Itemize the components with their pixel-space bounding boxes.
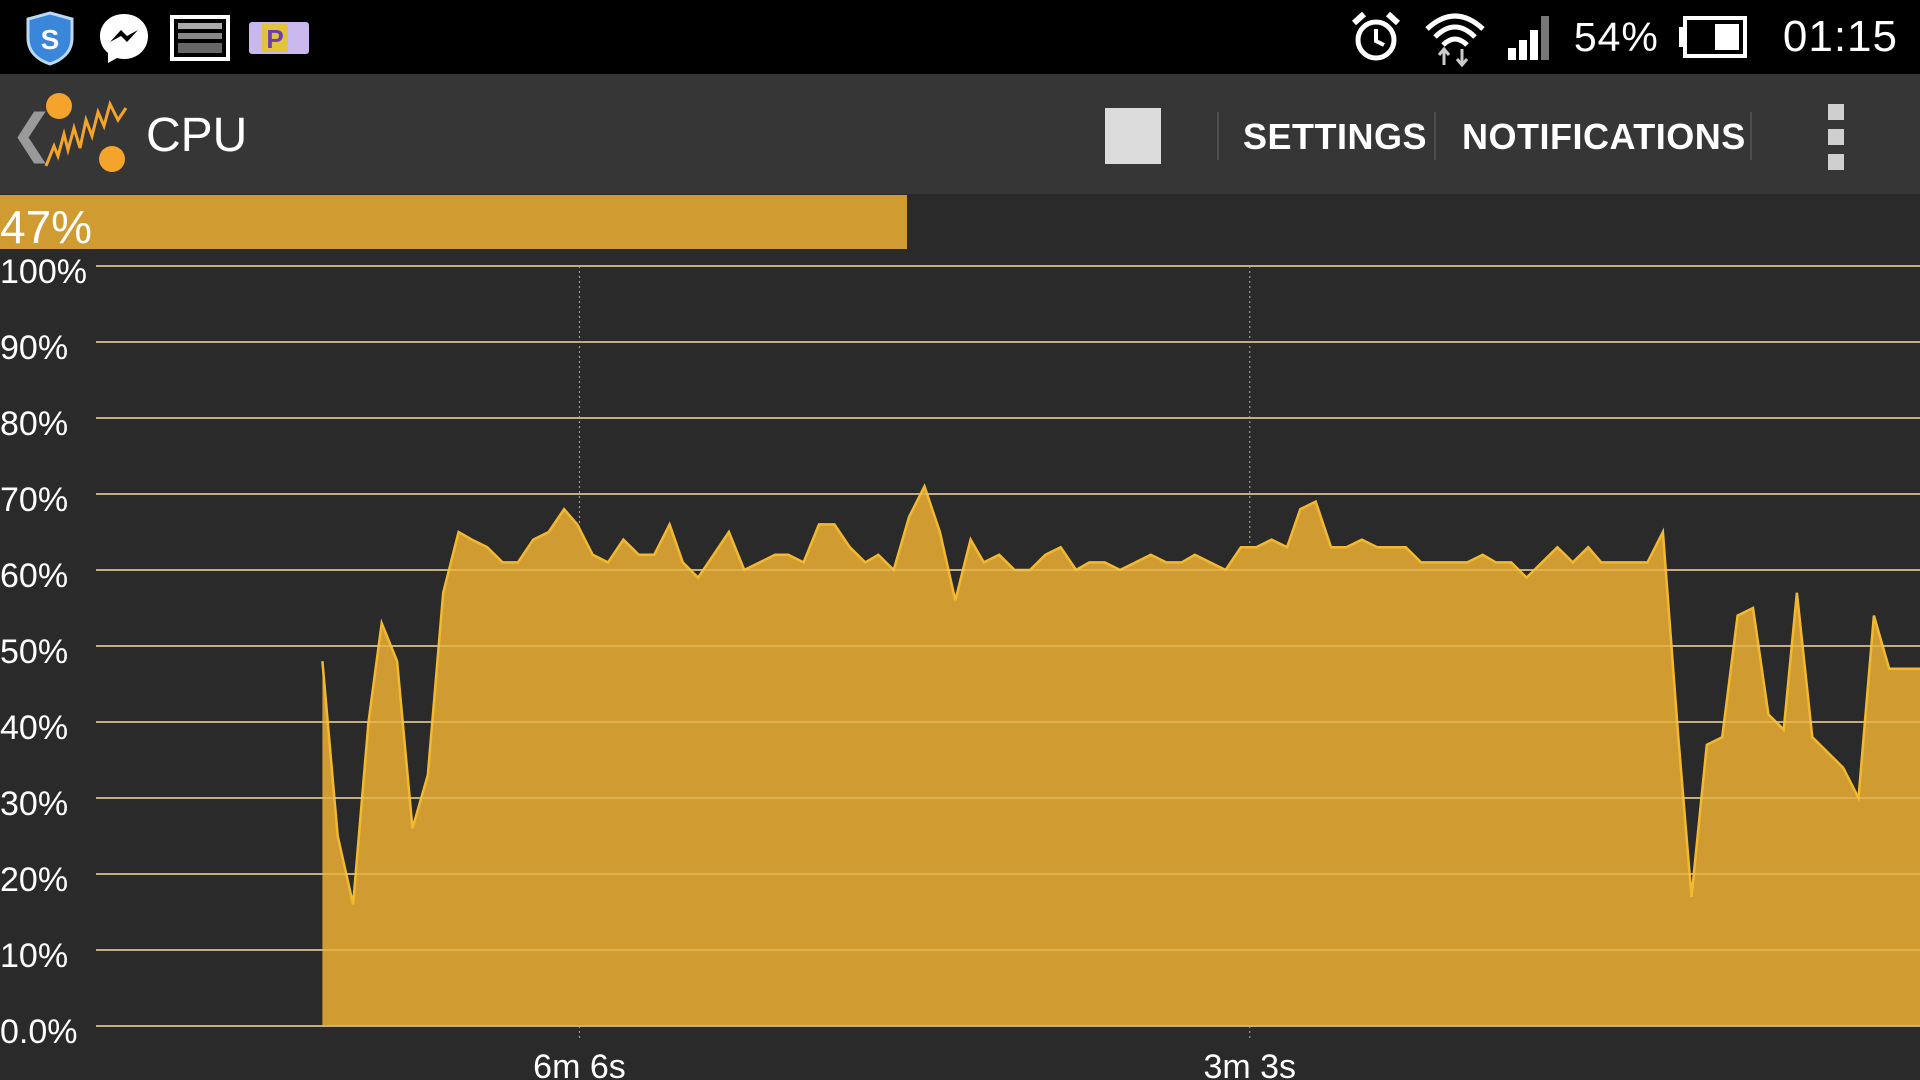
y-tick-label: 50% (0, 633, 68, 671)
alarm-icon (1351, 11, 1400, 61)
cpu-usage-area (322, 486, 1920, 1026)
clock: 01:15 (1782, 12, 1898, 61)
cpu-app-logo-icon[interactable] (40, 90, 130, 180)
wifi-icon (1425, 13, 1485, 67)
y-tick-label: 40% (0, 709, 68, 747)
page-title: CPU (146, 109, 248, 162)
current-usage-label: 47% (0, 201, 93, 253)
current-usage-bar (0, 195, 907, 249)
image-gallery-icon (170, 15, 230, 61)
x-tick-label: 3m 3s (1203, 1048, 1296, 1080)
y-tick-label: 60% (0, 557, 68, 595)
messenger-icon (100, 14, 148, 63)
cpu-history-chart: 0.0% 10% 20% 30% 40% 50% 60% 70% 80% 90% 100% 6m 6… (0, 253, 1920, 1080)
y-tick-label: 20% (0, 861, 68, 899)
svg-text:S: S (41, 24, 60, 55)
x-axis-labels: 6m 6s 3m 3s (533, 1048, 1296, 1080)
battery-percent: 54% (1573, 13, 1659, 60)
y-tick-label: 80% (0, 405, 68, 443)
y-tick-label: 70% (0, 481, 68, 519)
y-axis-labels: 0.0% 10% 20% 30% 40% 50% 60% 70% 80% 90% 100% (0, 253, 87, 1051)
battery-icon (1678, 16, 1747, 58)
settings-button[interactable]: SETTINGS (1243, 116, 1428, 157)
y-tick-label: 0.0% (0, 1013, 78, 1051)
action-bar: ❮ CPU SETTINGS NOTIFICATIONS (0, 74, 1920, 194)
status-bar: S P (0, 0, 1920, 74)
stop-button[interactable] (1105, 108, 1161, 164)
toolbar-divider (1217, 112, 1219, 160)
chart-series (96, 265, 1920, 1027)
toolbar-divider (1750, 112, 1752, 160)
y-tick-label: 90% (0, 329, 68, 367)
x-tick-label: 6m 6s (533, 1048, 626, 1080)
notification-icons: S P (22, 8, 310, 68)
y-tick-label: 30% (0, 785, 68, 823)
back-chevron-icon[interactable]: ❮ (10, 105, 54, 163)
y-tick-label: 100% (0, 253, 87, 291)
y-tick-label: 10% (0, 937, 68, 975)
p-badge-icon: P (249, 22, 309, 54)
cpu-usage-line (321, 483, 1920, 905)
system-indicators: 54% 01:15 (1348, 0, 1898, 74)
toolbar-divider (1434, 112, 1436, 160)
notifications-button[interactable]: NOTIFICATIONS (1462, 116, 1746, 157)
signal-icon (1507, 16, 1549, 60)
shield-app-icon: S (26, 11, 74, 66)
svg-text:P: P (266, 24, 283, 54)
overflow-menu-icon[interactable] (1822, 104, 1850, 170)
